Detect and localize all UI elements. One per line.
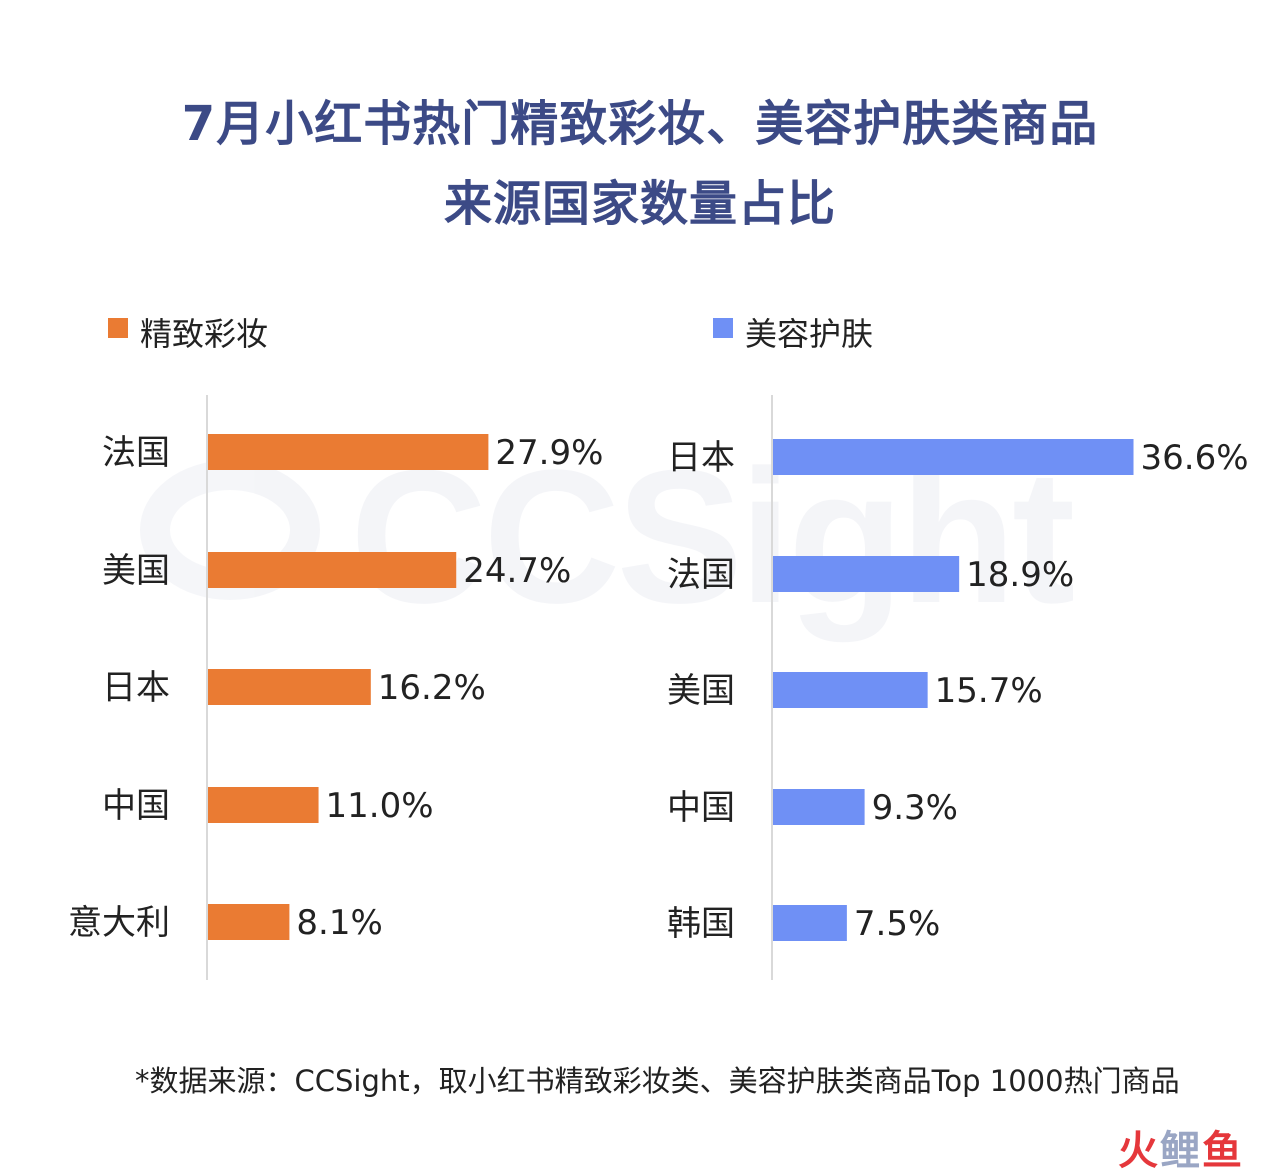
category-label: 法国 — [102, 433, 170, 473]
legend-swatch-1 — [108, 318, 128, 338]
bar — [208, 669, 371, 705]
category-label: 美国 — [102, 551, 170, 591]
data-label: 7.5% — [854, 904, 940, 944]
bar — [773, 905, 847, 941]
category-label: 意大利 — [68, 903, 170, 943]
bar — [208, 552, 457, 588]
footnote: *数据来源：CCSight，取小红书精致彩妆类、美容护肤类商品Top 1000热… — [135, 1064, 1180, 1098]
data-label: 15.7% — [935, 671, 1043, 711]
bar — [208, 787, 319, 823]
bar — [773, 672, 928, 708]
chart-title-line1: 7月小红书热门精致彩妆、美容护肤类商品 — [181, 96, 1099, 152]
brand-part1: 火 — [1118, 1128, 1160, 1174]
category-label: 日本 — [667, 438, 735, 478]
data-label: 9.3% — [872, 788, 958, 828]
brand-part2: 鲤 — [1160, 1128, 1202, 1174]
bar — [773, 439, 1134, 475]
category-label: 中国 — [667, 788, 735, 828]
legend-label-1: 精致彩妆 — [140, 315, 268, 353]
category-label: 日本 — [102, 668, 170, 708]
category-label: 韩国 — [667, 904, 735, 944]
data-label: 24.7% — [463, 551, 571, 591]
data-label: 16.2% — [378, 668, 486, 708]
data-label: 18.9% — [966, 555, 1074, 595]
bar — [773, 789, 865, 825]
data-label: 8.1% — [296, 903, 382, 943]
chart-title-line2: 来源国家数量占比 — [443, 176, 836, 232]
brand-logo: 火鲤鱼 — [1118, 1118, 1244, 1176]
category-label: 法国 — [667, 555, 735, 595]
legend-swatch-2 — [713, 318, 733, 338]
category-label: 美国 — [667, 671, 735, 711]
category-label: 中国 — [102, 786, 170, 826]
legend-label-2: 美容护肤 — [745, 315, 873, 353]
bar — [773, 556, 960, 592]
data-label: 27.9% — [495, 433, 603, 473]
brand-part3: 鱼 — [1202, 1128, 1244, 1174]
bar — [208, 904, 290, 940]
data-label: 36.6% — [1141, 438, 1249, 478]
bar — [208, 434, 489, 470]
data-label: 11.0% — [326, 786, 434, 826]
